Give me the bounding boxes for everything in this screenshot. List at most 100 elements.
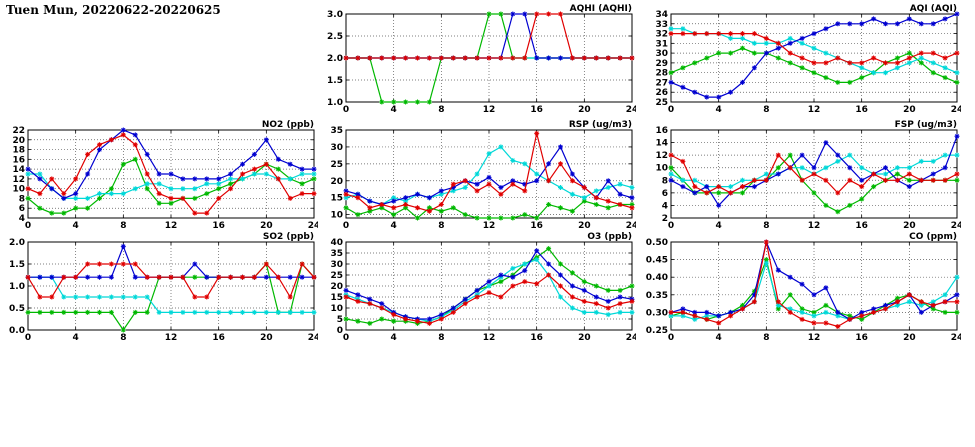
svg-text:0.30: 0.30 [646,308,668,318]
svg-text:0.25: 0.25 [646,326,668,336]
svg-text:12: 12 [483,105,496,115]
svg-text:FSP (ug/m3): FSP (ug/m3) [895,120,957,130]
svg-text:1.5: 1.5 [9,260,25,270]
svg-text:4: 4 [73,333,79,343]
svg-text:0: 0 [343,221,349,231]
svg-text:4: 4 [73,221,79,231]
so2-plot: 0 4 8 12 16 20 24 0.0 0.5 1.0 1.5 2.0 SO2 (ppb) [9,232,318,343]
svg-text:20: 20 [330,177,343,187]
svg-text:12: 12 [165,221,178,231]
svg-text:14: 14 [12,165,25,175]
svg-text:5: 5 [337,315,343,325]
aqhi-plot: 0 4 8 12 16 20 24 1.0 1.5 2.0 2.5 3.0 AQHI (AQHI) [327,4,636,115]
svg-text:12: 12 [655,151,668,161]
svg-text:2: 2 [662,214,668,224]
svg-text:0: 0 [668,105,674,115]
svg-text:8: 8 [763,221,769,231]
svg-text:16: 16 [530,221,543,231]
svg-text:RSP (ug/m3): RSP (ug/m3) [569,120,632,130]
svg-text:20: 20 [903,221,916,231]
svg-text:20: 20 [12,136,25,146]
svg-text:32: 32 [655,30,668,40]
svg-text:22: 22 [12,126,25,136]
svg-text:20: 20 [578,221,591,231]
svg-text:24: 24 [951,105,961,115]
svg-text:8: 8 [120,333,126,343]
svg-text:0: 0 [337,326,343,336]
chart-aqi: 0 4 8 12 16 20 24 25 26 27 28 29 30 31 32 33 34 AQI (AQI) [643,2,961,116]
svg-text:24: 24 [951,221,961,231]
svg-text:8: 8 [438,221,444,231]
svg-text:16: 16 [655,126,668,136]
svg-text:8: 8 [438,333,444,343]
svg-text:0.40: 0.40 [646,273,668,283]
svg-text:24: 24 [308,333,318,343]
svg-text:8: 8 [120,221,126,231]
svg-text:12: 12 [483,333,496,343]
svg-text:0.50: 0.50 [646,238,668,248]
svg-text:33: 33 [655,20,668,30]
svg-text:20: 20 [903,105,916,115]
svg-text:0.45: 0.45 [646,256,668,266]
svg-text:12: 12 [165,333,178,343]
svg-text:24: 24 [626,221,636,231]
svg-text:4: 4 [391,333,397,343]
svg-text:12: 12 [483,221,496,231]
svg-text:25: 25 [330,160,343,170]
svg-text:2.0: 2.0 [9,238,25,248]
svg-text:12: 12 [808,105,821,115]
svg-text:18: 18 [12,146,25,156]
svg-text:4: 4 [716,105,722,115]
svg-text:16: 16 [12,155,25,165]
chart-so2: 0 4 8 12 16 20 24 0.0 0.5 1.0 1.5 2.0 SO2 (ppb) [0,230,318,344]
svg-text:20: 20 [578,333,591,343]
chart-rsp: 0 4 8 12 16 20 24 10 15 20 25 30 35 RSP (ug/m3) [318,118,636,232]
svg-text:30: 30 [655,49,668,59]
svg-text:0: 0 [668,221,674,231]
svg-text:0.0: 0.0 [9,326,25,336]
svg-text:16: 16 [855,105,868,115]
svg-text:30: 30 [330,260,343,270]
svg-text:16: 16 [212,333,225,343]
svg-text:NO2 (ppb): NO2 (ppb) [262,120,314,130]
svg-text:27: 27 [655,78,668,88]
svg-text:SO2 (ppb): SO2 (ppb) [263,232,314,242]
svg-text:0: 0 [25,333,31,343]
svg-text:0.35: 0.35 [646,291,668,301]
chart-fsp: 0 4 8 12 16 20 24 2 4 6 8 10 12 14 16 FSP (ug/m3) [643,118,961,232]
svg-text:4: 4 [391,221,397,231]
chart-o3: 0 4 8 12 16 20 24 0 5 10 15 20 25 30 35 40 O3 (ppb) [318,230,636,344]
svg-text:35: 35 [330,126,343,136]
svg-text:25: 25 [330,271,343,281]
svg-text:20: 20 [330,282,343,292]
svg-text:16: 16 [530,333,543,343]
chart-aqhi: 0 4 8 12 16 20 24 1.0 1.5 2.0 2.5 3.0 AQHI (AQHI) [318,2,636,116]
svg-text:4: 4 [716,221,722,231]
svg-text:8: 8 [763,105,769,115]
svg-text:40: 40 [330,238,343,248]
svg-text:10: 10 [330,304,343,314]
svg-text:34: 34 [655,10,668,20]
svg-text:0: 0 [343,105,349,115]
svg-text:16: 16 [212,221,225,231]
svg-text:8: 8 [662,176,668,186]
svg-text:24: 24 [626,333,636,343]
svg-text:10: 10 [330,211,343,221]
svg-text:1.5: 1.5 [327,76,343,86]
chart-co: 0 4 8 12 16 20 24 0.25 0.30 0.35 0.40 0.45 0.50 CO (p… [643,230,961,344]
co-plot: 0 4 8 12 16 20 24 0.25 0.30 0.35 0.40 0.45 0.50 CO (p… [646,232,961,343]
svg-text:1.0: 1.0 [327,98,343,108]
svg-text:10: 10 [655,164,668,174]
svg-text:2.5: 2.5 [327,32,343,42]
page-title: Tuen Mun, 20220622-20220625 [6,3,221,17]
svg-text:26: 26 [655,88,668,98]
svg-text:4: 4 [716,333,722,343]
svg-text:16: 16 [855,333,868,343]
svg-text:28: 28 [655,69,668,79]
svg-text:O3 (ppb): O3 (ppb) [587,232,632,242]
chart-no2: 0 4 8 12 16 20 24 4 6 8 10 12 14 16 18 20 22 NO2 (ppb) [0,118,318,232]
svg-text:CO (ppm): CO (ppm) [909,232,957,242]
svg-text:0: 0 [25,221,31,231]
